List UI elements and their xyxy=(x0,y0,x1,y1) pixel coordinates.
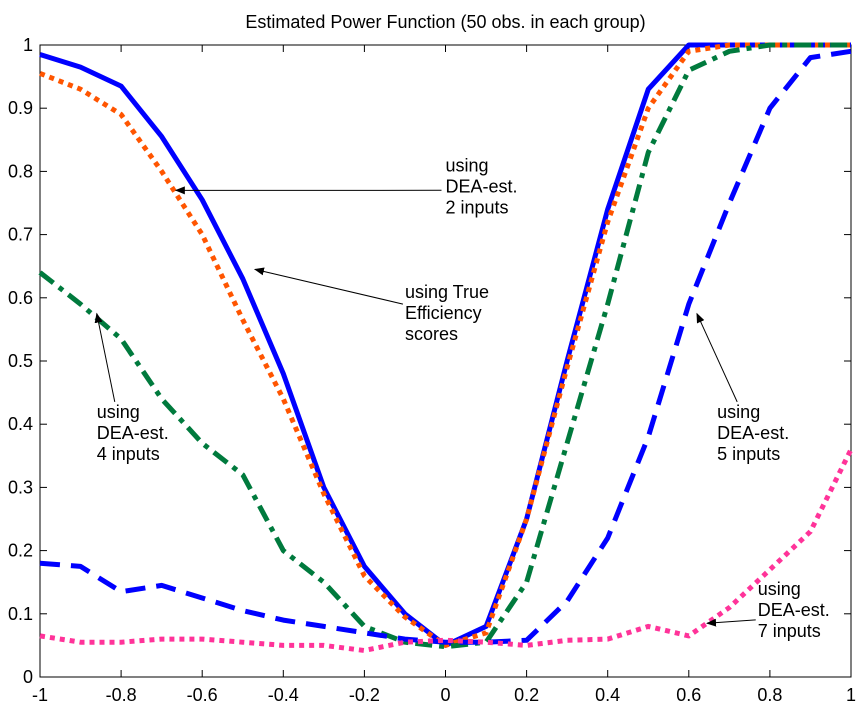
x-tick-label: 1 xyxy=(846,685,856,705)
chart-title: Estimated Power Function (50 obs. in eac… xyxy=(245,12,645,32)
annotation-arrow-dea4 xyxy=(94,312,116,402)
series-line-true_eff xyxy=(39,42,851,648)
y-tick-label: 0.4 xyxy=(8,414,33,434)
x-tick-label: -0.2 xyxy=(349,685,380,705)
x-tick-label: -0.6 xyxy=(187,685,218,705)
y-tick-label: 0.6 xyxy=(8,288,33,308)
series-line-dea5 xyxy=(39,48,852,645)
axis-ticks: -1 -0.8 -0.6 -0.4 -0.2 0 0.2 0.4 0.6 0.8 1 0 0.1 0.2 0… xyxy=(8,35,856,705)
series-line-dea2 xyxy=(39,42,851,648)
series-line-dea4 xyxy=(38,42,851,650)
y-tick-label: 0.9 xyxy=(8,98,33,118)
annotation-dea4: using DEA-est. 4 inputs xyxy=(97,402,169,464)
x-tick-label: -1 xyxy=(32,685,48,705)
y-tick-label: 0.5 xyxy=(8,351,33,371)
y-tick-label: 0.7 xyxy=(8,225,33,245)
y-tick-label: 1 xyxy=(23,35,33,55)
x-tick-label: -0.4 xyxy=(268,685,299,705)
annotation-arrow-dea7 xyxy=(706,618,756,627)
annotation-dea5: using DEA-est. 5 inputs xyxy=(717,402,789,464)
y-tick-label: 0.2 xyxy=(8,541,33,561)
annotation-arrow-dea5 xyxy=(696,312,738,403)
x-tick-label: 0.4 xyxy=(595,685,620,705)
y-tick-label: 0 xyxy=(23,667,33,687)
series-line-dea7 xyxy=(39,448,854,653)
y-tick-label: 0.8 xyxy=(8,161,33,181)
annotation-dea2: using DEA-est. 2 inputs xyxy=(446,155,518,217)
annotation-dea7: using DEA-est. 7 inputs xyxy=(758,579,830,641)
x-tick-label: -0.8 xyxy=(106,685,137,705)
x-tick-label: 0.6 xyxy=(676,685,701,705)
annotation-arrow-true_eff xyxy=(253,267,404,305)
series-lines xyxy=(38,42,854,653)
x-tick-label: 0 xyxy=(440,685,450,705)
y-tick-label: 0.3 xyxy=(8,477,33,497)
y-tick-label: 0.1 xyxy=(8,604,33,624)
annotation-true_eff: using True Efficiency scores xyxy=(405,282,489,344)
x-tick-label: 0.8 xyxy=(757,685,782,705)
annotations: using DEA-est. 2 inputs using True Efficienc… xyxy=(94,155,830,641)
x-tick-label: 0.2 xyxy=(514,685,539,705)
